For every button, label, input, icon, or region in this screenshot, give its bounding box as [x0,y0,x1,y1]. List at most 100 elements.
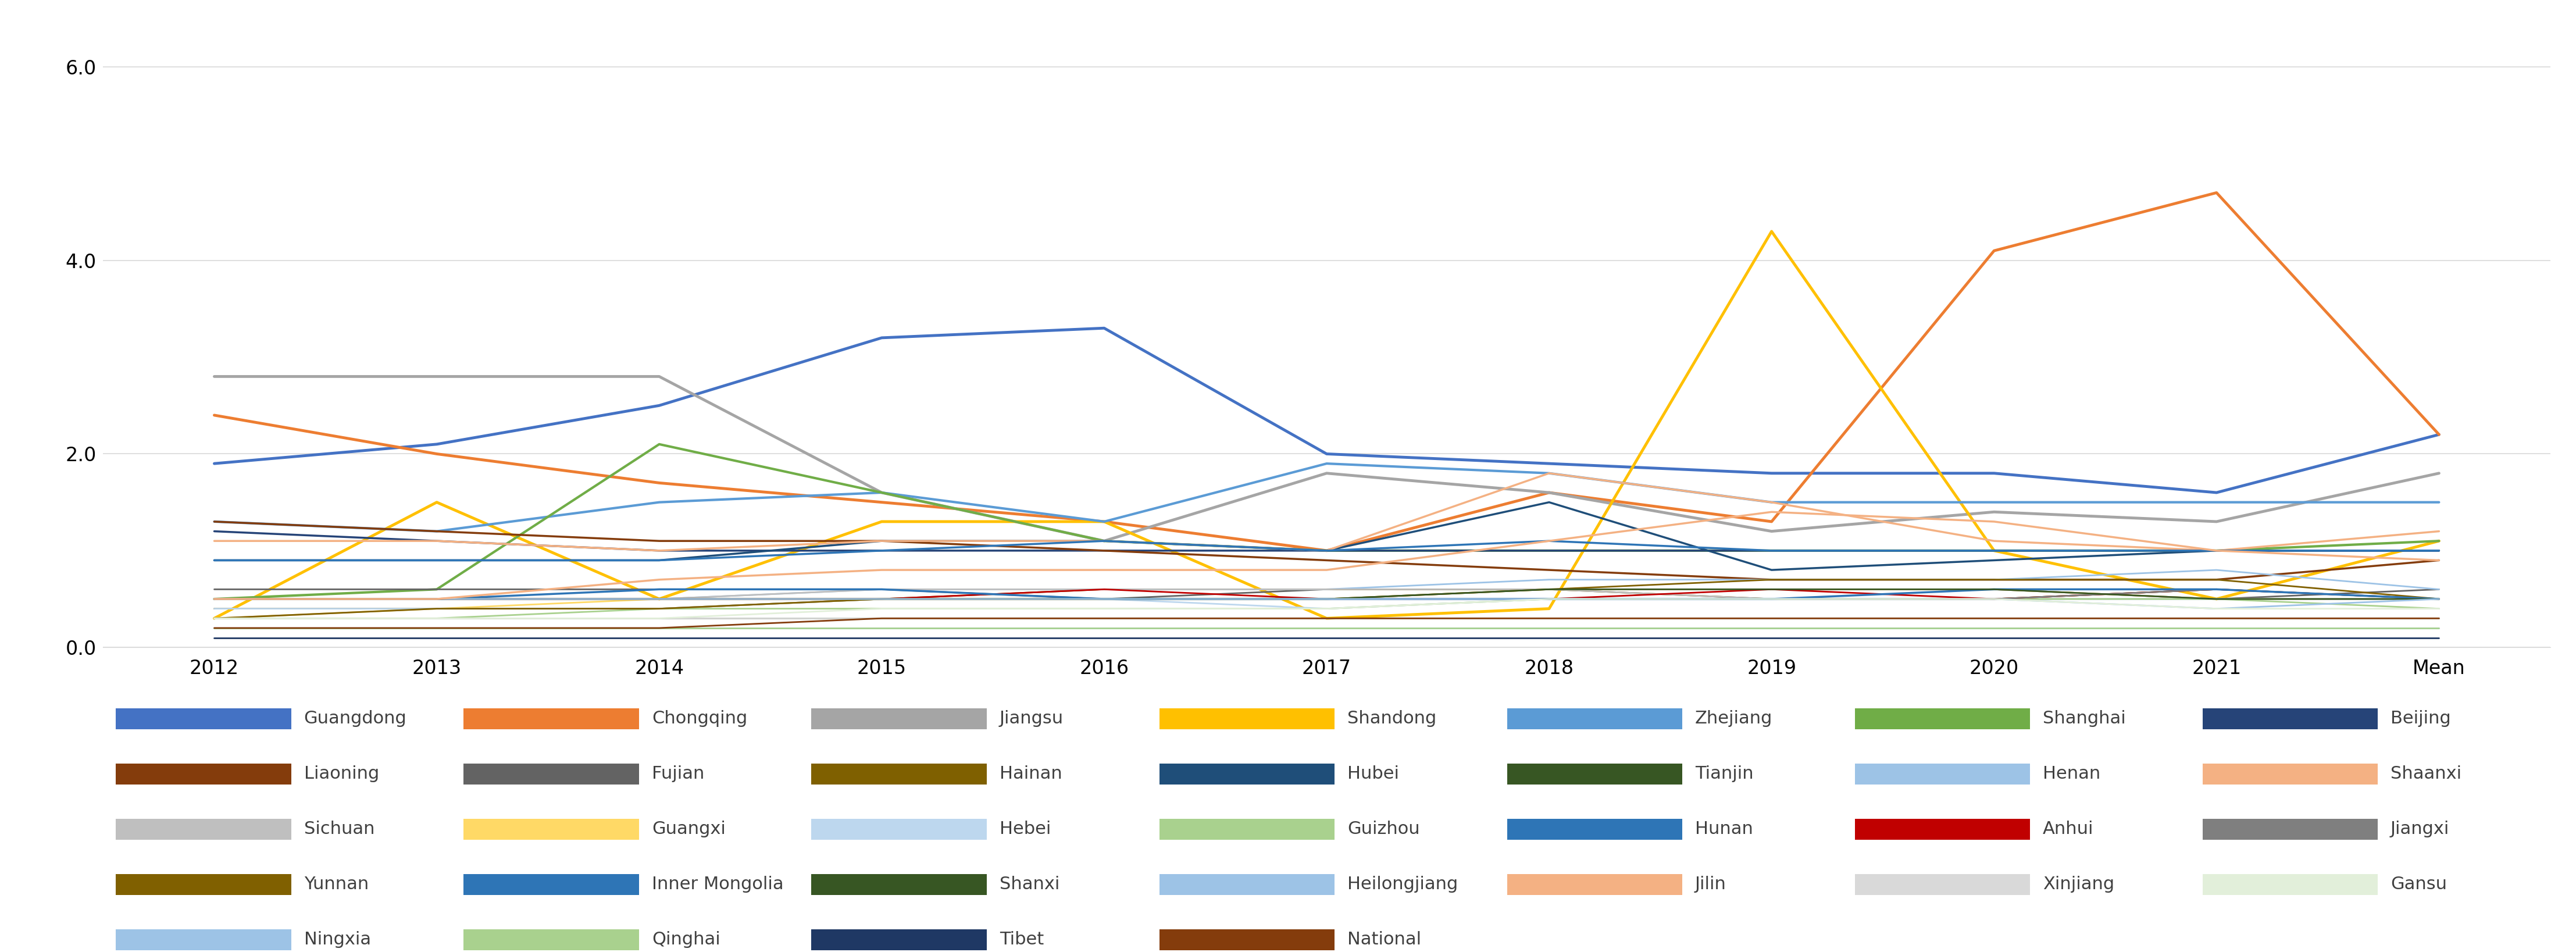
Hainan [1978,593,2009,605]
Gansu [2424,603,2455,614]
Qinghai [422,623,453,634]
Guangxi [1311,593,1342,605]
Guangdong [1090,323,1121,334]
Tianjin [1978,613,2009,625]
Text: Chongqing: Chongqing [652,710,747,727]
Jiangsu [422,370,453,382]
Shanxi [1533,584,1564,595]
Ningxia [1757,623,1788,634]
Text: Sichuan: Sichuan [304,821,374,838]
Hainan [644,603,675,614]
Chongqing [866,497,896,508]
Henan [1533,574,1564,585]
Hunan [422,555,453,566]
Zhejiang [2424,497,2455,508]
Line: Hubei: Hubei [214,503,2439,570]
Hunan [2424,545,2455,556]
Text: Jiangsu: Jiangsu [999,710,1064,727]
Anhui [866,593,896,605]
Tibet [1978,632,2009,644]
Hebei [1311,603,1342,614]
Guangdong [1757,467,1788,479]
Henan [1090,584,1121,595]
Jiangsu [2424,467,2455,479]
Guangxi [1533,584,1564,595]
Gansu [422,613,453,625]
Tianjin [422,613,453,625]
Tibet [2200,632,2231,644]
Tibet [1533,632,1564,644]
Yunnan [422,603,453,614]
Guizhou [1090,603,1121,614]
Xinjiang [2200,613,2231,625]
Text: Yunnan: Yunnan [304,876,368,893]
Line: Shanghai: Shanghai [214,445,2439,599]
Heilongjiang [1311,593,1342,605]
Xinjiang [422,613,453,625]
Guangxi [1090,593,1121,605]
Text: Guangxi: Guangxi [652,821,726,838]
Ningxia [198,623,229,634]
Liaoning [866,535,896,546]
Guangdong [1311,448,1342,460]
Chongqing [1978,245,2009,256]
Text: Hebei: Hebei [999,821,1051,838]
Tianjin [1090,613,1121,625]
Hebei [422,603,453,614]
Jiangsu [1757,526,1788,537]
Zhejiang [1311,458,1342,469]
Line: Liaoning: Liaoning [214,522,2439,580]
Guangxi [198,613,229,625]
Sichuan [1311,584,1342,595]
Chongqing [1533,486,1564,498]
National [1978,613,2009,625]
Guizhou [422,613,453,625]
Xinjiang [1311,613,1342,625]
Chongqing [1757,516,1788,527]
Hainan [2200,584,2231,595]
Hubei [198,555,229,566]
Heilongjiang [644,593,675,605]
Jiangxi [1978,593,2009,605]
Zhejiang [1757,497,1788,508]
Sichuan [866,584,896,595]
Tianjin [866,613,896,625]
Guizhou [866,603,896,614]
Anhui [1311,593,1342,605]
Inner Mongolia [1978,584,2009,595]
Line: Inner Mongolia: Inner Mongolia [214,589,2439,599]
Shandong [866,516,896,527]
Shandong [644,593,675,605]
Hebei [1978,593,2009,605]
Shandong [1311,613,1342,625]
Qinghai [1533,623,1564,634]
Heilongjiang [1757,593,1788,605]
Shanghai [2200,545,2231,556]
Fujian [198,584,229,595]
Shaanxi [1757,497,1788,508]
Hubei [422,555,453,566]
Beijing [1978,545,2009,556]
Sichuan [2200,593,2231,605]
Tibet [1311,632,1342,644]
Qinghai [1978,623,2009,634]
Fujian [2424,584,2455,595]
Jiangsu [1978,506,2009,518]
Sichuan [422,593,453,605]
Anhui [422,593,453,605]
Liaoning [1978,574,2009,585]
Guangdong [2200,486,2231,498]
Henan [644,593,675,605]
National [198,623,229,634]
Shandong [1533,603,1564,614]
Anhui [198,593,229,605]
Guangxi [1757,584,1788,595]
Liaoning [2424,555,2455,566]
Fujian [644,584,675,595]
Liaoning [422,526,453,537]
Zhejiang [198,516,229,527]
Line: Guangxi: Guangxi [214,589,2439,619]
Zhejiang [2200,497,2231,508]
Hainan [2424,593,2455,605]
Hainan [198,603,229,614]
